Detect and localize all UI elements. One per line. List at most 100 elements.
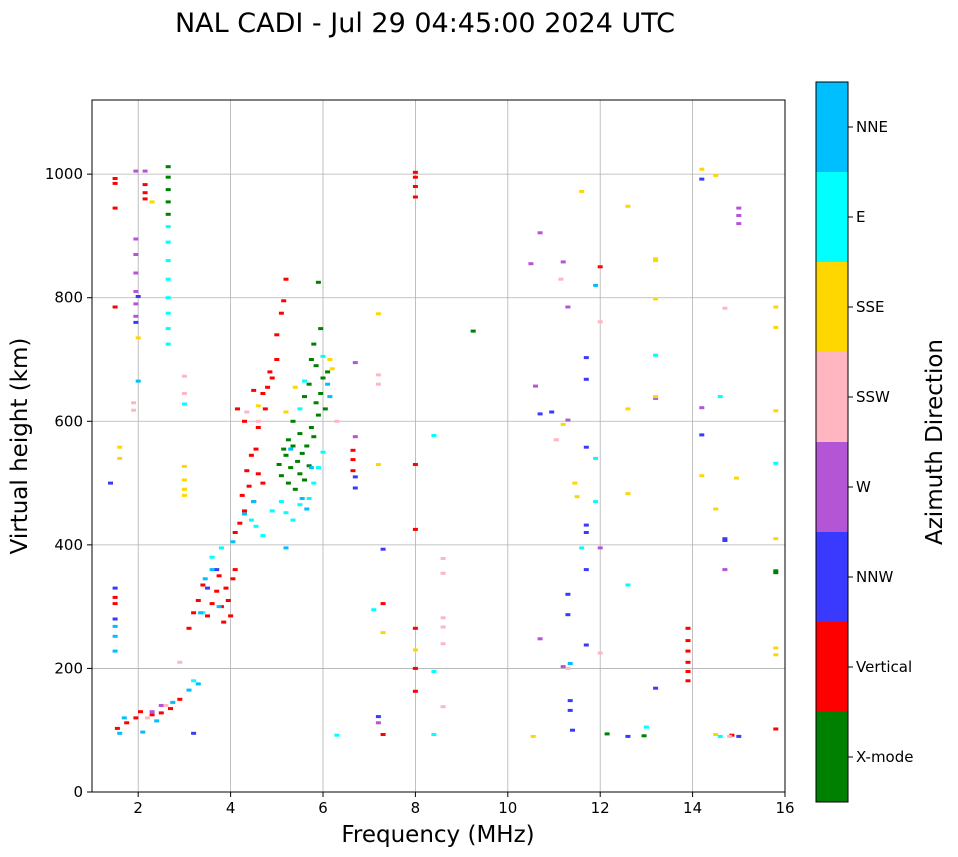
data-point (736, 734, 742, 738)
grid-lines (92, 100, 786, 793)
data-point (177, 697, 183, 701)
data-point (320, 376, 326, 380)
data-point (412, 648, 418, 652)
colorbar-segment (816, 712, 848, 802)
data-point (112, 595, 118, 599)
data-point (237, 521, 243, 525)
colorbar: X-mode Vertical NNW W SSW SSE E NNE (815, 81, 913, 803)
data-point (165, 188, 171, 192)
data-point (242, 512, 247, 516)
data-point (597, 546, 603, 550)
y-tick-label: 200 (54, 659, 83, 677)
data-point (165, 296, 171, 300)
data-point (248, 453, 254, 457)
data-point (685, 679, 691, 683)
data-point (653, 395, 659, 399)
data-point (685, 639, 691, 643)
data-point (181, 478, 187, 482)
data-point (260, 534, 266, 538)
data-point (685, 660, 691, 664)
data-point (431, 670, 437, 673)
y-tick-label: 400 (54, 536, 83, 554)
colorbar-tick-label: SSE (856, 298, 885, 316)
data-point (278, 500, 284, 504)
data-point (165, 311, 171, 315)
colorbar-frame (815, 81, 849, 803)
data-point (267, 370, 273, 374)
data-point (142, 169, 148, 173)
data-point (375, 373, 381, 377)
data-point (352, 435, 358, 439)
data-point (304, 507, 310, 511)
data-point (567, 699, 573, 703)
data-point (375, 463, 381, 466)
data-point (641, 734, 647, 738)
data-point (412, 689, 418, 693)
x-axis-label: Frequency (MHz) (341, 822, 534, 848)
data-point (625, 204, 631, 208)
data-point (181, 402, 187, 406)
data-point (604, 732, 610, 736)
data-point (195, 599, 201, 602)
data-point (165, 240, 171, 244)
data-point (112, 586, 118, 590)
data-point (583, 568, 589, 572)
data-point (244, 469, 250, 473)
data-point (431, 434, 437, 437)
data-point (295, 459, 301, 463)
data-point (440, 642, 446, 646)
data-point (311, 481, 317, 485)
data-point (313, 364, 319, 368)
data-point (283, 511, 289, 515)
data-point (302, 379, 307, 383)
plot-area-frame (91, 99, 786, 793)
data-point (440, 557, 446, 560)
colorbar-label: Azimuth Direction (922, 339, 948, 545)
data-point (440, 616, 446, 620)
data-point (318, 327, 324, 331)
data-point (306, 464, 312, 468)
data-point (133, 716, 139, 720)
series-x-mode (165, 165, 779, 738)
data-point (244, 410, 250, 414)
data-point (117, 731, 123, 735)
data-point (255, 404, 261, 408)
data-point (325, 370, 331, 374)
data-point (350, 458, 356, 462)
data-point (583, 356, 589, 360)
data-point (736, 222, 742, 226)
data-point (232, 568, 238, 572)
data-point (255, 419, 261, 423)
data-point (288, 466, 294, 470)
data-point (352, 486, 358, 490)
data-point (579, 189, 585, 193)
data-point (773, 646, 779, 650)
data-point (574, 495, 580, 499)
series-w (133, 169, 742, 725)
data-point (537, 637, 543, 641)
chart-title: NAL CADI - Jul 29 04:45:00 2024 UTC (175, 8, 675, 39)
colorbar-segment (816, 82, 848, 172)
data-point (112, 634, 118, 638)
colorbar-tick-label: E (856, 208, 865, 226)
data-point (165, 165, 171, 169)
data-point (572, 481, 578, 485)
data-point (558, 277, 564, 281)
data-point (165, 225, 171, 229)
data-point (149, 200, 155, 204)
data-point (440, 625, 446, 629)
data-point (583, 531, 589, 534)
data-point (235, 407, 240, 411)
data-point (138, 710, 143, 714)
data-point (699, 177, 705, 181)
data-point (625, 492, 631, 496)
data-point (583, 643, 589, 647)
data-point (168, 707, 173, 711)
data-point (375, 721, 381, 725)
data-point (112, 177, 118, 180)
data-point (643, 725, 649, 729)
data-point (191, 611, 197, 615)
data-point (653, 259, 659, 263)
data-point (736, 206, 742, 210)
